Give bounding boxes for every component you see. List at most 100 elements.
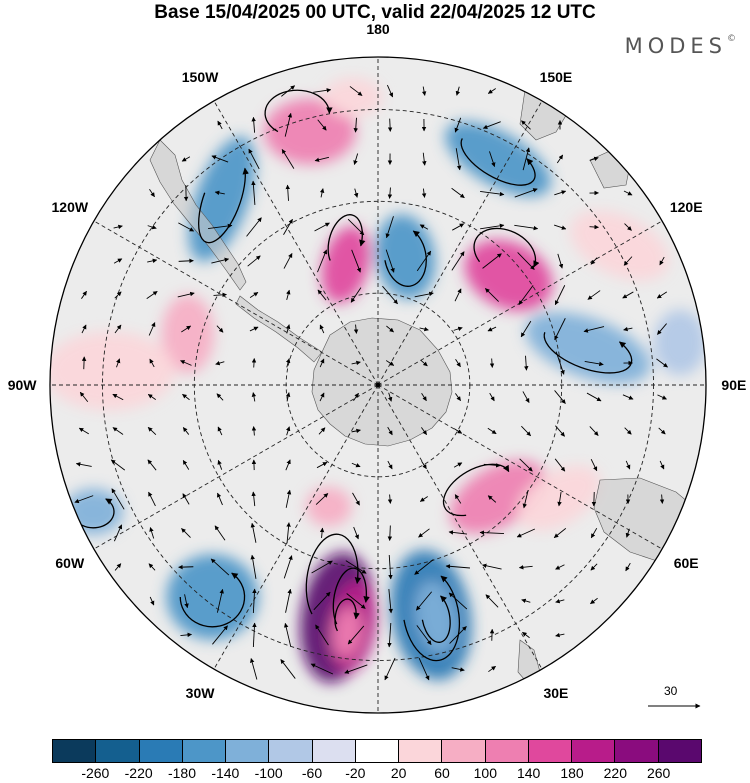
longitude-label: 30W [186,685,216,701]
wind-vector [659,494,665,504]
wind-vector [319,527,325,538]
colorbar-ticks: -260 -220 -180 -140 -100 -60 -20 20 60 100 140 180 2… [52,765,702,783]
wind-vector [251,116,256,133]
wind-vector [419,326,429,332]
wind-vector [147,224,157,230]
land-layer [149,89,705,687]
wind-vector [622,394,634,400]
wind-vector [455,148,462,171]
meridian-line [377,384,543,670]
wind-vector [514,224,539,231]
wind-vector [454,288,462,302]
wind-vector [112,393,124,401]
longitude-label: 120E [670,199,703,215]
wind-vector [554,458,566,472]
longitude-label: 150W [182,69,219,85]
wind-vector [148,322,156,336]
wind-vector [453,462,463,468]
wind-vector [487,326,497,332]
anomaly-region-10 [653,309,706,376]
colorbar-tick-label: -60 [301,765,323,781]
anomaly-region-17 [323,77,383,118]
wind-vector [522,147,531,171]
wind-vector [111,488,125,510]
wind-vector [387,622,392,648]
wind-vector [319,188,325,198]
wind-vector [114,291,122,299]
wind-vector [488,665,496,673]
wind-vector [351,428,361,434]
graticule [50,57,706,713]
colorbar-segment-2 [96,740,140,762]
wind-vector [317,119,327,131]
wind-vector [519,458,533,472]
wind-vector [482,563,502,570]
wind-vector [556,154,564,164]
wind-vector [314,222,330,232]
colorbar-segment-13 [572,740,616,762]
wind-vector [314,156,330,162]
wind-vector [249,326,259,332]
wind-vector [589,224,599,230]
wind-vector [416,250,432,272]
wind-vector [79,391,89,403]
wind-vector [623,190,633,196]
wind-vector [285,489,292,508]
wind-vector [387,525,393,541]
streamline [332,567,370,625]
streamline [543,332,633,374]
colorbar-tick-label: -100 [254,765,283,781]
wind-vector [215,360,225,366]
wind-vector [212,625,228,645]
wind-vector [346,593,366,609]
colorbar-segment-15 [658,740,701,762]
copyright-mark: © [727,34,736,44]
wind-vector [625,460,631,470]
wind-vector [421,392,427,402]
wind-vector [657,323,667,335]
wind-vector [554,190,567,196]
meridian-line [93,220,379,386]
wind-vector [418,528,430,538]
wind-vector [521,120,531,130]
wind-vector [485,288,499,302]
wind-vector [250,522,257,543]
wind-vector [180,360,192,366]
wind-vector [451,251,465,271]
wind-vector [583,326,605,333]
wind-vector [344,664,368,674]
colorbar-tick-label: -260 [81,765,110,781]
wind-vector [252,588,257,614]
anomaly-region-8 [516,465,601,531]
wind-vector [589,156,599,161]
wind-vector [414,291,434,298]
wind-vector [454,117,462,133]
wind-vector [557,253,564,269]
wind-vector [421,188,427,198]
wind-vector [521,425,531,437]
wind-vector [387,460,393,470]
wind-vector [590,563,598,571]
wind-vector [75,462,92,467]
wind-vector [416,625,432,645]
wind-vector [347,625,365,645]
wind-vector [250,658,258,680]
wind-vector [217,426,223,436]
wind-vector [286,522,291,544]
wind-vector [518,285,534,306]
wind-vector [386,84,394,98]
wind-vector [622,291,634,299]
colorbar-segment-4 [182,740,227,762]
anomaly-region-16 [264,98,357,165]
wind-vector [387,187,393,199]
wind-vector [182,427,190,435]
wind-vector [555,632,565,638]
wind-vector [251,392,257,402]
wind-vector [81,324,87,334]
wind-vector [285,588,292,613]
wind-vector [482,121,501,129]
streamline [421,595,451,643]
anomaly-region-20 [50,331,176,411]
streamline [403,575,461,662]
wind-vector [353,526,359,540]
